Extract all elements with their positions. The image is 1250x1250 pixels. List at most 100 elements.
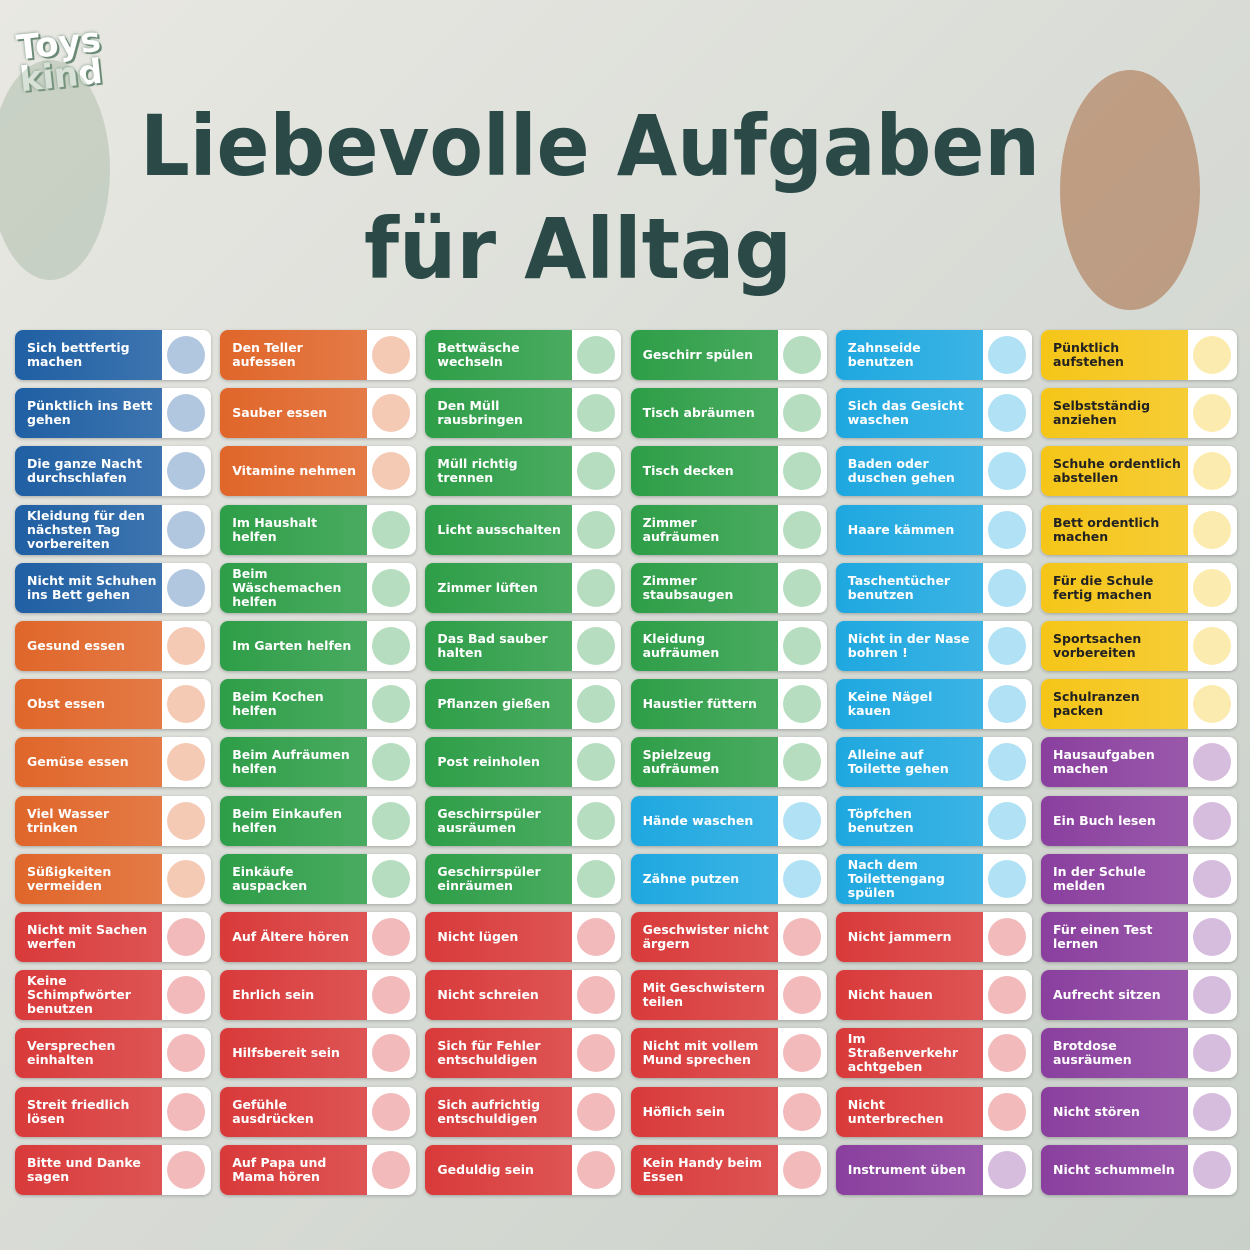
task-card: Geschirrspüler ausräumen <box>425 795 622 846</box>
leaves <box>0 60 110 280</box>
task-icon <box>372 627 411 665</box>
task-card: Nicht stören <box>1041 1086 1237 1137</box>
task-icon <box>782 336 821 374</box>
task-card: Geduldig sein <box>425 1144 622 1195</box>
task-card: Auf Papa und Mama hören <box>220 1144 417 1195</box>
task-icon <box>167 336 205 374</box>
task-card: Nicht mit Schuhen ins Bett gehen <box>15 562 211 613</box>
task-card: Tisch decken <box>630 446 827 497</box>
task-label: Zimmer aufräumen <box>630 504 778 555</box>
task-label: Selbstständig anziehen <box>1041 388 1188 439</box>
task-icon <box>372 510 411 549</box>
task-icon <box>1193 1150 1231 1189</box>
task-icon <box>782 452 821 491</box>
task-card: Auf Ältere hören <box>220 912 417 962</box>
task-label: Für die Schule fertig machen <box>1041 562 1188 613</box>
task-icon <box>372 685 411 724</box>
task-card: Gemüse essen <box>15 737 211 788</box>
task-card: Hilfsbereit sein <box>220 1028 417 1079</box>
task-label: Beim Kochen helfen <box>220 679 368 730</box>
task-label: Schulranzen packen <box>1041 679 1188 730</box>
task-icon <box>372 394 411 433</box>
task-icon <box>782 976 821 1015</box>
task-label: Sich bettfertig machen <box>15 330 162 380</box>
title-line: für Alltag <box>364 200 792 298</box>
task-label: Nach dem Toilettengang spülen <box>835 853 983 904</box>
task-card: Streit friedlich lösen <box>15 1086 211 1137</box>
task-card: Sich das Gesicht waschen <box>835 388 1032 439</box>
task-icon <box>782 1150 821 1189</box>
task-card: Nicht hauen <box>835 970 1032 1021</box>
task-icon <box>1193 1034 1231 1073</box>
task-icon <box>782 918 821 956</box>
task-icon <box>372 859 411 898</box>
task-card: Höflich sein <box>630 1086 827 1137</box>
task-label: Geschirrspüler einräumen <box>425 853 573 904</box>
task-label: Nicht mit Sachen werfen <box>15 912 162 962</box>
task-card: Pflanzen gießen <box>425 679 622 730</box>
task-card: Bett ordentlich machen <box>1041 504 1237 555</box>
task-label: Hilfsbereit sein <box>220 1028 368 1079</box>
task-icon <box>167 510 205 549</box>
task-label: Aufrecht sitzen <box>1041 970 1188 1021</box>
task-icon <box>987 685 1026 724</box>
task-label: Zimmer staubsaugen <box>630 562 778 613</box>
task-icon <box>167 568 205 607</box>
task-label: Sich aufrichtig entschuldigen <box>425 1086 573 1137</box>
task-card: Nicht lügen <box>425 912 622 962</box>
task-card: Zahnseide benutzen <box>835 330 1032 380</box>
task-label: Kleidung für den nächsten Tag vorbereite… <box>15 504 162 555</box>
task-icon <box>782 627 821 665</box>
task-card: In der Schule melden <box>1041 853 1237 904</box>
task-label: Geduldig sein <box>425 1144 573 1195</box>
task-icon <box>987 1092 1026 1131</box>
task-card: Im Straßenverkehr achtgeben <box>835 1028 1032 1079</box>
task-icon <box>1193 510 1231 549</box>
task-card: Nicht jammern <box>835 912 1032 962</box>
task-icon <box>987 976 1026 1015</box>
task-label: Nicht jammern <box>835 912 983 962</box>
task-label: Baden oder duschen gehen <box>835 446 983 497</box>
task-card: Kein Handy beim Essen <box>630 1144 827 1195</box>
task-card: Töpfchen benutzen <box>835 795 1032 846</box>
task-icon <box>167 685 205 724</box>
task-card: Nicht schummeln <box>1041 1144 1237 1195</box>
task-label: Mit Geschwistern teilen <box>630 970 778 1021</box>
task-icon <box>372 1034 411 1073</box>
task-icon <box>577 510 616 549</box>
task-label: Gesund essen <box>15 621 162 671</box>
task-card: Sauber essen <box>220 388 417 439</box>
task-card: Nicht unterbrechen <box>835 1086 1032 1137</box>
task-label: Ein Buch lesen <box>1041 795 1188 846</box>
task-card: Ein Buch lesen <box>1041 795 1237 846</box>
task-card: Süßigkeiten vermeiden <box>15 853 211 904</box>
task-card: Für einen Test lernen <box>1041 912 1237 962</box>
task-label: Licht ausschalten <box>425 504 573 555</box>
task-card: Tisch abräumen <box>630 388 827 439</box>
task-card: Beim Kochen helfen <box>220 679 417 730</box>
task-label: Pflanzen gießen <box>425 679 573 730</box>
task-label: Ehrlich sein <box>220 970 368 1021</box>
task-icon <box>167 743 205 782</box>
task-label: Nicht in der Nase bohren ! <box>835 621 983 671</box>
task-card: Hände waschen <box>630 795 827 846</box>
task-card: Alleine auf Toilette gehen <box>835 737 1032 788</box>
task-label: Viel Wasser trinken <box>15 795 162 846</box>
task-card: Das Bad sauber halten <box>425 621 622 671</box>
task-card: Haustier füttern <box>630 679 827 730</box>
task-icon <box>782 743 821 782</box>
title-line: Liebevolle Aufgaben <box>140 97 1040 195</box>
task-card: Den Müll rausbringen <box>425 388 622 439</box>
task-label: Nicht lügen <box>425 912 573 962</box>
task-icon <box>1193 918 1231 956</box>
task-icon <box>577 1034 616 1073</box>
task-icon <box>372 976 411 1015</box>
task-icon <box>782 394 821 433</box>
task-label: Nicht mit vollem Mund sprechen <box>630 1028 778 1079</box>
task-label: Beim Aufräumen helfen <box>220 737 368 788</box>
task-card: Zimmer lüften <box>425 562 622 613</box>
task-label: Nicht hauen <box>835 970 983 1021</box>
task-label: Geschirrspüler ausräumen <box>425 795 573 846</box>
task-icon <box>577 1150 616 1189</box>
